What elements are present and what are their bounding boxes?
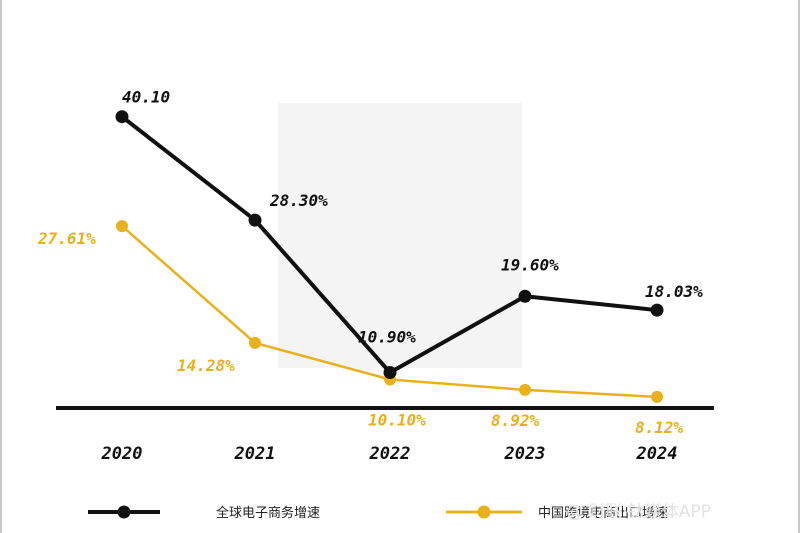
x-tick-label: 2020 (101, 444, 143, 464)
data-label: 14.28% (177, 356, 235, 375)
data-point (116, 220, 128, 233)
x-tick-label: 2021 (234, 444, 276, 464)
data-label: 10.90% (358, 328, 416, 347)
data-point (248, 213, 262, 227)
data-label: 40.10 (122, 88, 170, 107)
data-label: 19.60% (501, 255, 559, 274)
data-point (651, 390, 663, 403)
data-label: 8.92% (491, 411, 540, 430)
x-tick-label: 2024 (636, 444, 678, 464)
legend: 全球电子商务增速 中国跨境电商出口增速 (88, 505, 668, 521)
legend-swatch-marker (117, 505, 131, 519)
series-group: 40.10 28.30% 10.90% 19.60% 18.03% (115, 88, 703, 379)
watermark-text: @ 财联·钛媒体APP (566, 502, 711, 522)
left-border (0, 0, 2, 533)
x-tick-label: 2022 (369, 444, 411, 464)
x-tick-label: 2023 (504, 444, 546, 464)
data-point (518, 289, 532, 303)
data-label: 8.12% (635, 418, 684, 437)
data-label: 10.10% (368, 411, 426, 430)
x-tick-labels: 2020 2021 2022 2023 2024 (101, 444, 678, 464)
data-point (519, 383, 531, 396)
data-point (650, 303, 664, 317)
background-panel (278, 103, 522, 368)
legend-swatch-marker (477, 505, 491, 519)
series-layer: 27.61% 14.28% 10.10% 8.92% 8.12% 40.10 28.30% 1… (37, 88, 703, 437)
series-group: 27.61% 14.28% 10.10% 8.92% 8.12% (37, 220, 684, 437)
data-label: 28.30% (269, 191, 328, 210)
data-point (383, 366, 397, 379)
data-label: 18.03% (645, 282, 703, 301)
data-label: 27.61% (37, 229, 96, 248)
data-point (115, 110, 129, 124)
data-point (249, 336, 261, 349)
legend-label: 全球电子商务增速 (216, 505, 320, 521)
right-border (798, 0, 800, 533)
legend-label: 中国跨境电商出口增速 (538, 506, 668, 521)
